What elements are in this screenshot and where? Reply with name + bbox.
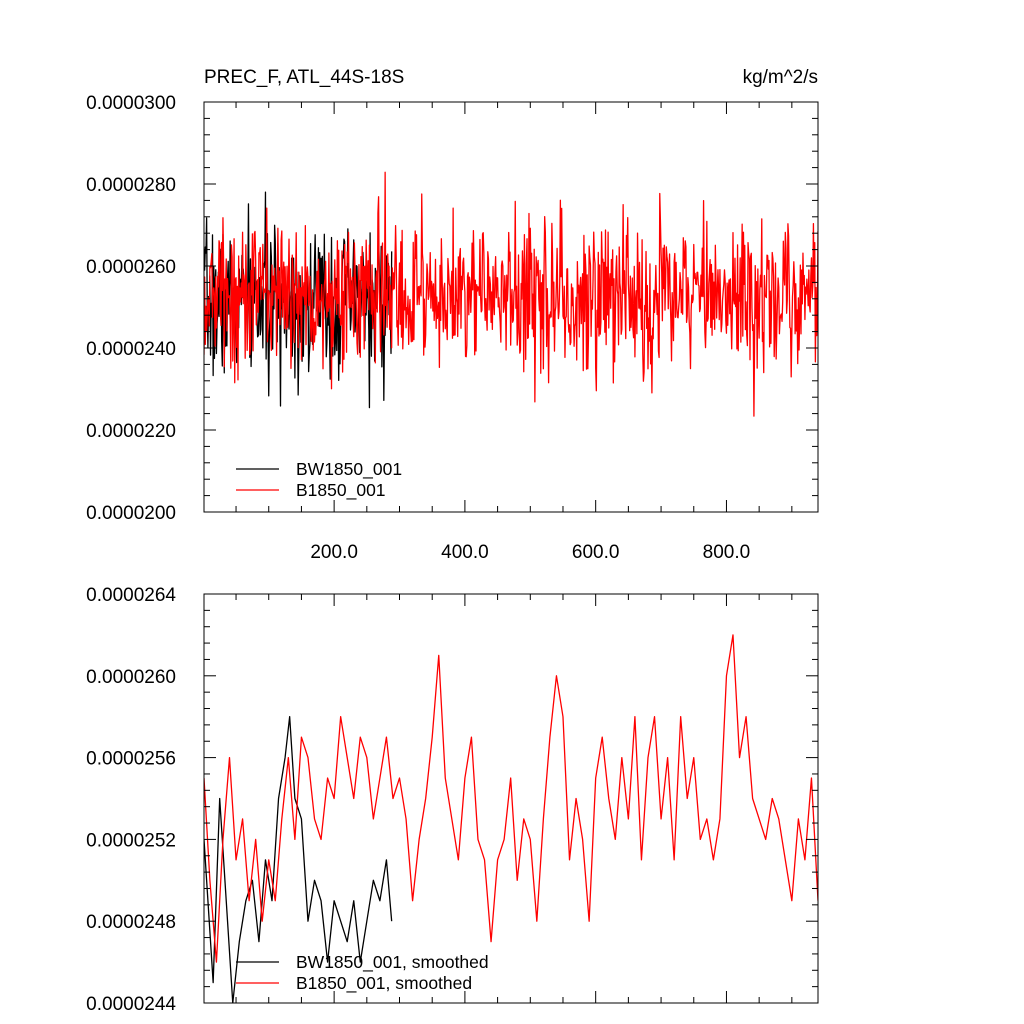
legend-label-0: BW1850_001 bbox=[296, 459, 402, 480]
y-tick-label: 0.0000256 bbox=[86, 749, 176, 770]
series-line-1 bbox=[204, 171, 818, 417]
y-tick-label: 0.0000200 bbox=[86, 503, 176, 524]
x-tick-label: 400.0 bbox=[441, 542, 489, 563]
y-tick-label: 0.0000260 bbox=[86, 667, 176, 688]
y-tick-label: 0.0000244 bbox=[86, 994, 176, 1015]
top-panel: 0.0000200 0.0000220 0.0000240 0.0000260 0.00… bbox=[86, 93, 819, 563]
y-tick-label: 0.0000240 bbox=[86, 339, 176, 360]
x-tick-label: 800.0 bbox=[703, 542, 751, 563]
y-tick-label: 0.0000300 bbox=[86, 93, 176, 114]
x-tick-label: 200.0 bbox=[310, 542, 358, 563]
y-tick-label: 0.0000260 bbox=[86, 257, 176, 278]
series-line-0 bbox=[204, 716, 393, 1003]
panel-title-left: PREC_F, ATL_44S-18S bbox=[204, 67, 404, 88]
legend-label-1: B1850_001, smoothed bbox=[296, 973, 472, 994]
series-line-1 bbox=[204, 634, 818, 963]
y-tick-label: 0.0000252 bbox=[86, 830, 176, 851]
x-tick-label: 600.0 bbox=[572, 542, 620, 563]
panel-title-right: kg/m^2/s bbox=[743, 67, 818, 88]
legend-label-0: BW1850_001, smoothed bbox=[296, 952, 489, 973]
legend-label-1: B1850_001 bbox=[296, 480, 386, 501]
plot-frame bbox=[203, 593, 819, 1004]
y-tick-label: 0.0000280 bbox=[86, 175, 176, 196]
bottom-panel: 0.0000244 0.0000248 0.0000252 0.0000256 0.00… bbox=[86, 585, 819, 1015]
y-tick-label: 0.0000220 bbox=[86, 421, 176, 442]
plot-frame bbox=[203, 101, 819, 513]
y-tick-label: 0.0000264 bbox=[86, 585, 176, 606]
y-tick-label: 0.0000248 bbox=[86, 912, 176, 933]
